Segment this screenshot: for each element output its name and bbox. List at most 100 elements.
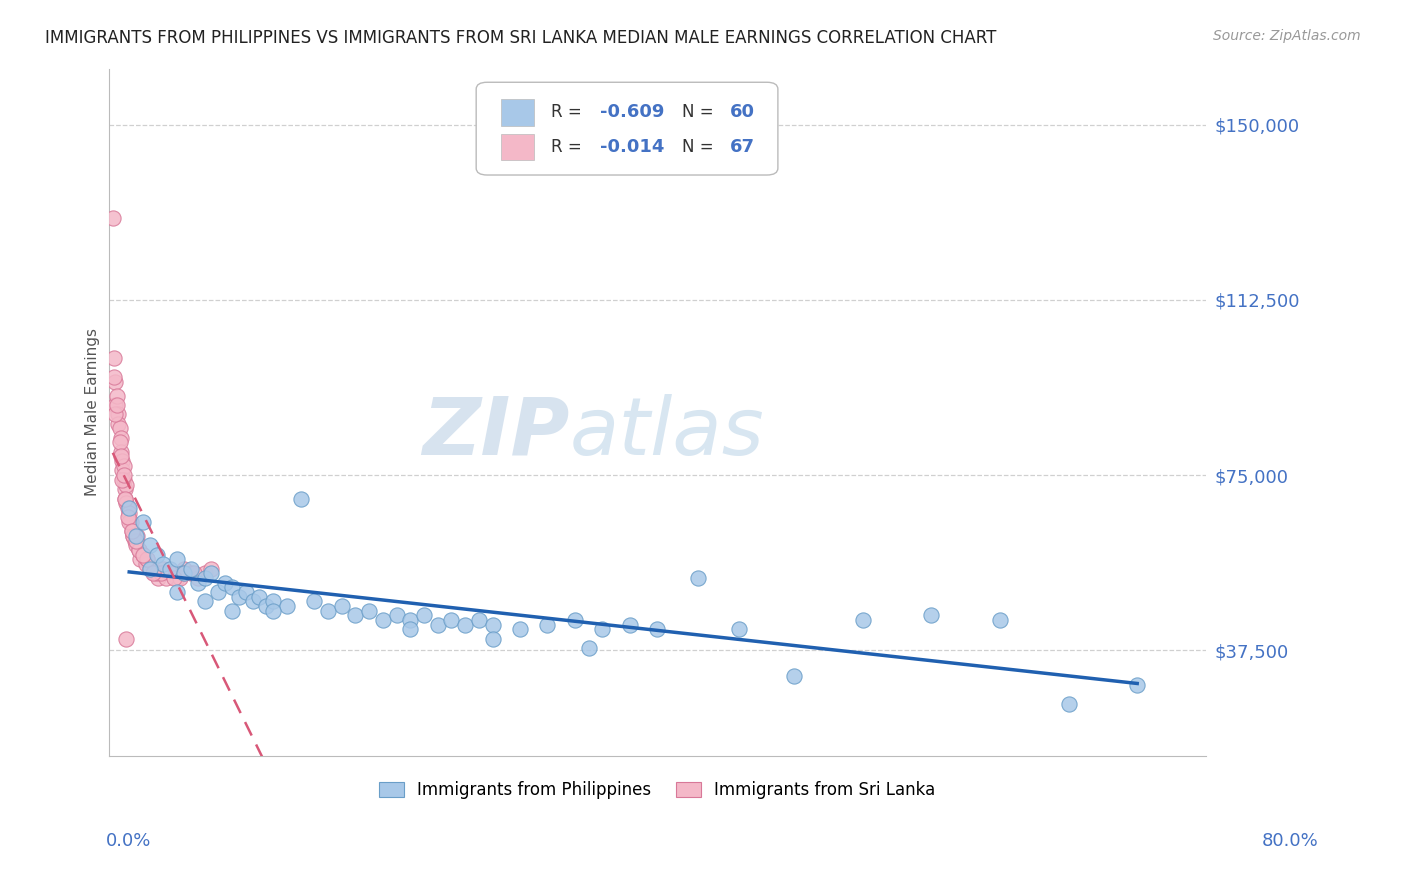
Point [152, 557, 174, 571]
Point [194, 571, 217, 585]
Point [509, 623, 531, 637]
Point [454, 617, 477, 632]
Point [163, 571, 186, 585]
Point [1126, 678, 1149, 692]
Point [108, 421, 131, 435]
Point [173, 561, 195, 575]
Point [194, 566, 217, 581]
Point [145, 548, 167, 562]
Point [115, 496, 138, 510]
Y-axis label: Median Male Earnings: Median Male Earnings [86, 328, 100, 496]
Point [114, 491, 136, 506]
Point [135, 557, 157, 571]
Point [688, 571, 710, 585]
Text: N =: N = [682, 103, 720, 121]
Point [114, 491, 136, 506]
Point [564, 613, 586, 627]
Point [304, 594, 326, 608]
Point [316, 604, 339, 618]
Point [105, 398, 128, 412]
Point [221, 604, 243, 618]
Text: -0.609: -0.609 [600, 103, 665, 121]
Point [159, 566, 181, 581]
Point [330, 599, 353, 613]
Text: -0.014: -0.014 [600, 138, 665, 156]
Point [136, 552, 159, 566]
Point [166, 585, 188, 599]
Point [118, 515, 141, 529]
Point [235, 585, 257, 599]
Point [142, 566, 165, 581]
Point [194, 594, 217, 608]
Point [228, 590, 250, 604]
Point [104, 398, 127, 412]
Point [166, 552, 188, 566]
Point [149, 566, 172, 581]
FancyBboxPatch shape [502, 99, 534, 126]
Point [103, 351, 125, 366]
Text: R =: R = [551, 138, 586, 156]
Point [399, 613, 422, 627]
Point [108, 435, 131, 450]
Point [921, 608, 943, 623]
Point [242, 594, 264, 608]
Point [359, 604, 381, 618]
Point [115, 477, 138, 491]
Point [107, 408, 129, 422]
Point [159, 561, 181, 575]
Point [481, 617, 503, 632]
Point [214, 575, 236, 590]
Point [128, 543, 150, 558]
Point [440, 613, 463, 627]
Point [169, 571, 191, 585]
Point [124, 533, 146, 548]
Text: 0.0%: 0.0% [105, 832, 150, 850]
Point [141, 566, 163, 581]
Text: 80.0%: 80.0% [1263, 832, 1319, 850]
Point [107, 417, 129, 431]
Point [112, 468, 135, 483]
Point [173, 566, 195, 581]
Point [125, 533, 148, 548]
Text: Source: ZipAtlas.com: Source: ZipAtlas.com [1213, 29, 1361, 43]
Point [110, 431, 132, 445]
Point [180, 561, 202, 575]
Point [728, 623, 751, 637]
Point [122, 529, 145, 543]
Point [118, 500, 141, 515]
Point [619, 617, 641, 632]
Point [139, 561, 162, 575]
Text: atlas: atlas [569, 393, 765, 472]
Point [221, 580, 243, 594]
FancyBboxPatch shape [477, 82, 778, 175]
Text: IMMIGRANTS FROM PHILIPPINES VS IMMIGRANTS FROM SRI LANKA MEDIAN MALE EARNINGS CO: IMMIGRANTS FROM PHILIPPINES VS IMMIGRANT… [45, 29, 997, 46]
Point [468, 613, 491, 627]
Point [481, 632, 503, 646]
Point [783, 669, 806, 683]
Point [111, 454, 134, 468]
Point [290, 491, 312, 506]
Point [110, 444, 132, 458]
FancyBboxPatch shape [502, 134, 534, 160]
Point [120, 515, 142, 529]
Point [262, 594, 284, 608]
Point [187, 571, 209, 585]
Point [852, 613, 875, 627]
Point [105, 389, 128, 403]
Point [152, 561, 174, 575]
Point [125, 538, 148, 552]
Point [122, 529, 145, 543]
Point [426, 617, 449, 632]
Point [132, 548, 155, 562]
Text: N =: N = [682, 138, 720, 156]
Point [101, 211, 124, 225]
Point [276, 599, 298, 613]
Point [110, 450, 132, 464]
Text: ZIP: ZIP [422, 393, 569, 472]
Point [988, 613, 1011, 627]
Point [249, 590, 271, 604]
Point [127, 529, 149, 543]
Point [121, 524, 143, 539]
Point [1057, 697, 1080, 711]
Text: 60: 60 [730, 103, 755, 121]
